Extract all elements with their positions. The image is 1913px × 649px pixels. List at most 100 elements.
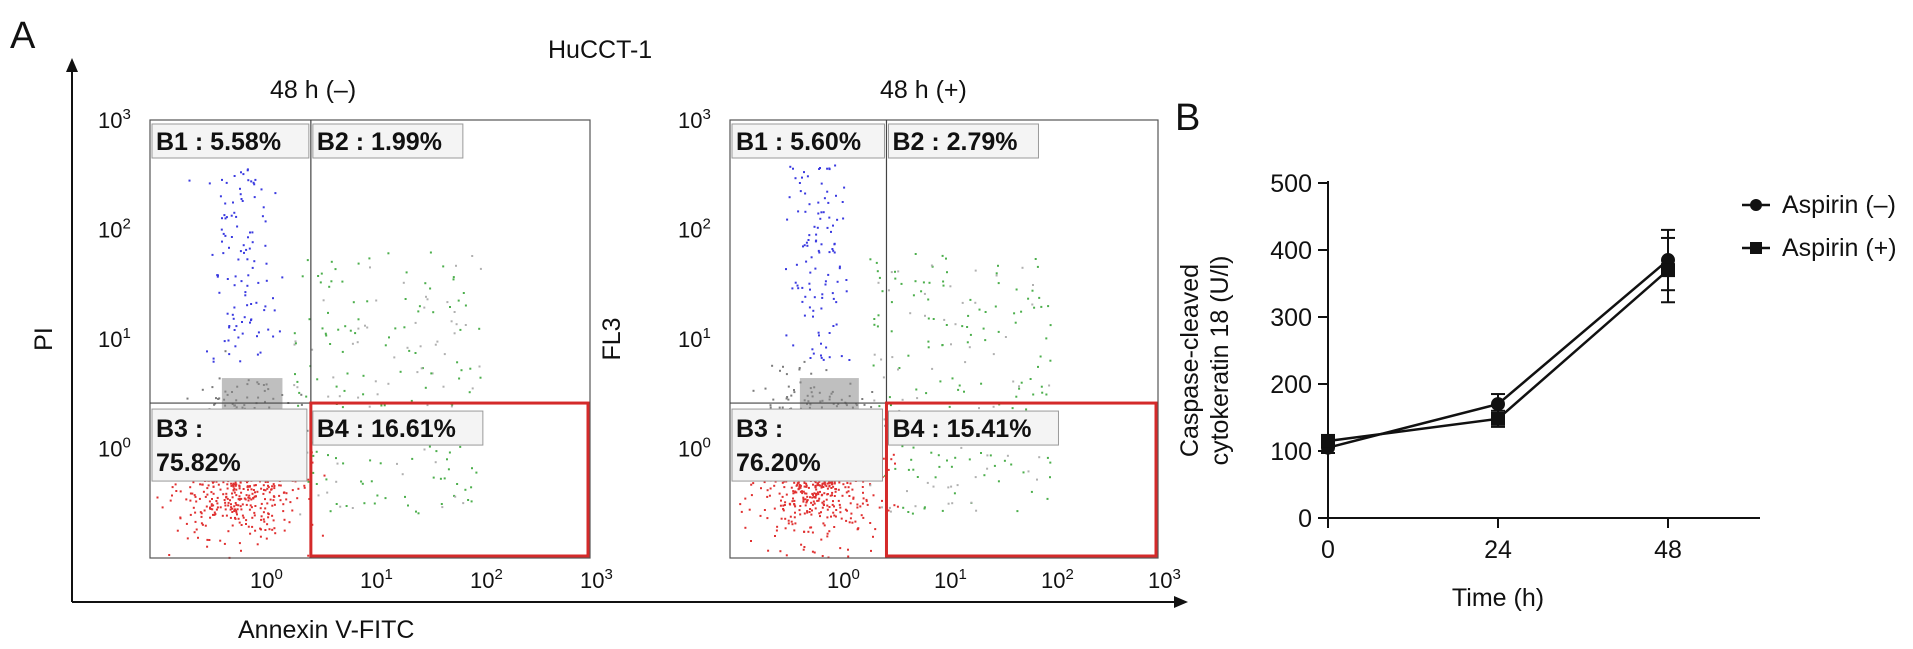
- event-dot: [811, 509, 813, 512]
- event-dot: [282, 510, 285, 513]
- event-dot: [866, 503, 869, 506]
- event-dot: [814, 507, 817, 510]
- event-dot: [812, 500, 815, 503]
- event-dot: [239, 250, 242, 253]
- gate-b1-label: B1 : 5.60%: [736, 128, 861, 156]
- y-tick-label: 400: [1270, 237, 1312, 265]
- event-dot: [209, 516, 212, 519]
- event-dot: [845, 279, 848, 281]
- data-point: [1321, 433, 1335, 448]
- event-dot: [251, 525, 254, 528]
- event-dot: [267, 484, 269, 487]
- event-dot: [202, 490, 205, 493]
- event-dot: [330, 280, 333, 283]
- x-axis-label: Annexin V-FITC: [238, 616, 414, 644]
- event-dot: [241, 200, 244, 202]
- event-dot: [414, 321, 417, 324]
- event-dot: [812, 309, 815, 312]
- event-dot: [978, 407, 980, 410]
- event-dot: [878, 506, 881, 509]
- event-dot: [878, 405, 881, 408]
- event-dot: [968, 346, 971, 349]
- event-dot: [872, 364, 875, 367]
- event-dot: [247, 236, 249, 239]
- event-dot: [374, 380, 377, 383]
- event-dot: [253, 514, 256, 517]
- event-dot: [471, 255, 474, 257]
- event-dot: [329, 343, 332, 345]
- event-dot: [809, 271, 812, 274]
- event-dot: [1016, 510, 1019, 513]
- event-dot: [428, 445, 431, 448]
- event-dot: [912, 468, 915, 471]
- event-dot: [923, 506, 926, 509]
- event-dot: [248, 494, 251, 497]
- event-dot: [221, 217, 223, 220]
- event-dot: [294, 342, 297, 345]
- event-dot: [792, 497, 794, 500]
- event-dot: [811, 550, 814, 553]
- event-dot: [793, 503, 796, 506]
- event-dot: [890, 458, 893, 461]
- event-dot: [240, 280, 243, 283]
- event-dot: [430, 372, 433, 375]
- event-dot: [896, 505, 899, 508]
- y-tick-label: 103: [98, 106, 131, 133]
- event-dot: [220, 228, 223, 231]
- event-dot: [278, 330, 281, 333]
- event-dot: [898, 367, 901, 369]
- event-dot: [235, 483, 238, 486]
- event-dot: [240, 171, 242, 174]
- event-dot: [179, 490, 182, 493]
- event-dot: [817, 499, 820, 502]
- event-dot: [831, 491, 834, 494]
- event-dot: [856, 503, 859, 506]
- event-dot: [805, 501, 808, 504]
- event-dot: [272, 519, 275, 522]
- event-dot: [832, 500, 834, 503]
- y-tick-exponent: 3: [702, 106, 710, 123]
- event-dot: [849, 502, 852, 505]
- event-dot: [251, 231, 254, 234]
- event-dot: [797, 287, 800, 290]
- event-dot: [464, 324, 467, 326]
- event-dot: [786, 218, 789, 221]
- event-dot: [978, 308, 981, 311]
- y-tick-exponent: 2: [702, 216, 710, 233]
- event-dot: [1045, 337, 1048, 340]
- event-dot: [262, 206, 265, 209]
- event-dot: [1031, 289, 1034, 292]
- event-dot: [803, 244, 806, 247]
- event-dot: [865, 498, 868, 501]
- event-dot: [816, 482, 819, 485]
- event-dot: [233, 284, 236, 287]
- event-dot: [837, 499, 840, 502]
- event-dot: [744, 526, 747, 529]
- event-dot: [856, 506, 859, 509]
- event-dot: [345, 505, 348, 507]
- event-dot: [914, 253, 917, 255]
- event-dot: [792, 167, 794, 170]
- event-dot: [829, 494, 832, 497]
- event-dot: [782, 365, 784, 368]
- event-dot: [966, 326, 969, 328]
- event-dot: [254, 178, 257, 181]
- event-dot: [806, 499, 809, 502]
- event-dot: [934, 476, 937, 479]
- event-dot: [216, 502, 219, 505]
- y-tick-label: 500: [1270, 170, 1312, 198]
- event-dot: [230, 482, 233, 485]
- event-dot: [828, 530, 831, 533]
- event-dot: [797, 488, 800, 491]
- event-dot: [969, 298, 972, 301]
- event-dot: [368, 405, 371, 408]
- event-dot: [787, 385, 790, 388]
- event-dot: [916, 397, 919, 400]
- event-dot: [306, 259, 309, 262]
- event-dot: [961, 325, 964, 328]
- event-dot: [228, 246, 230, 249]
- event-dot: [301, 275, 304, 278]
- event-dot: [881, 499, 883, 502]
- event-dot: [335, 457, 337, 460]
- event-dot: [776, 525, 779, 528]
